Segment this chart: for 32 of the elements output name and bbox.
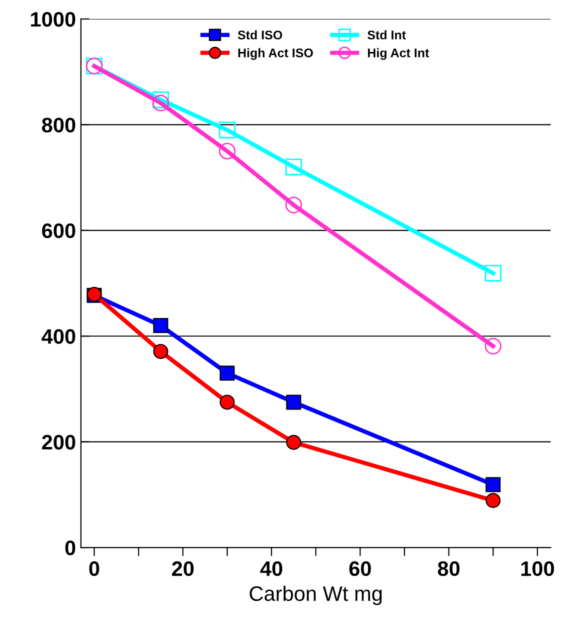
y-tick-label: 1000 (31, 12, 76, 27)
point (285, 196, 302, 214)
legend-label: Std ISO (238, 30, 282, 40)
point (486, 493, 501, 508)
point (286, 434, 302, 450)
x-tick-label: 40 (260, 561, 282, 576)
x-tick-label: 60 (349, 561, 371, 576)
point (218, 142, 236, 160)
point (486, 477, 501, 492)
y-tick-label: 200 (42, 434, 76, 450)
point (152, 94, 170, 112)
point (484, 264, 502, 282)
legend-label: High Act ISO (238, 48, 313, 60)
x-tick-label: 80 (438, 561, 460, 576)
point (153, 344, 168, 359)
point (220, 394, 235, 410)
y-tick-label: 600 (42, 223, 76, 238)
point (285, 158, 302, 176)
y-tick-label: 400 (42, 329, 76, 344)
point (484, 338, 502, 354)
x-tick-label: 0 (89, 561, 100, 576)
point (153, 318, 168, 334)
legend-label: Hig Act Int (368, 48, 430, 60)
legend-label: Std Int (368, 30, 406, 40)
point (218, 122, 236, 138)
x-tick-label: 20 (172, 561, 194, 576)
y-tick-label: 0 (65, 540, 76, 556)
y-tick-label: 800 (42, 118, 76, 132)
x-tick-label: 100 (521, 561, 554, 576)
x-axis-title: Carbon Wt mg (250, 586, 382, 606)
point (286, 394, 302, 410)
point (220, 366, 235, 381)
